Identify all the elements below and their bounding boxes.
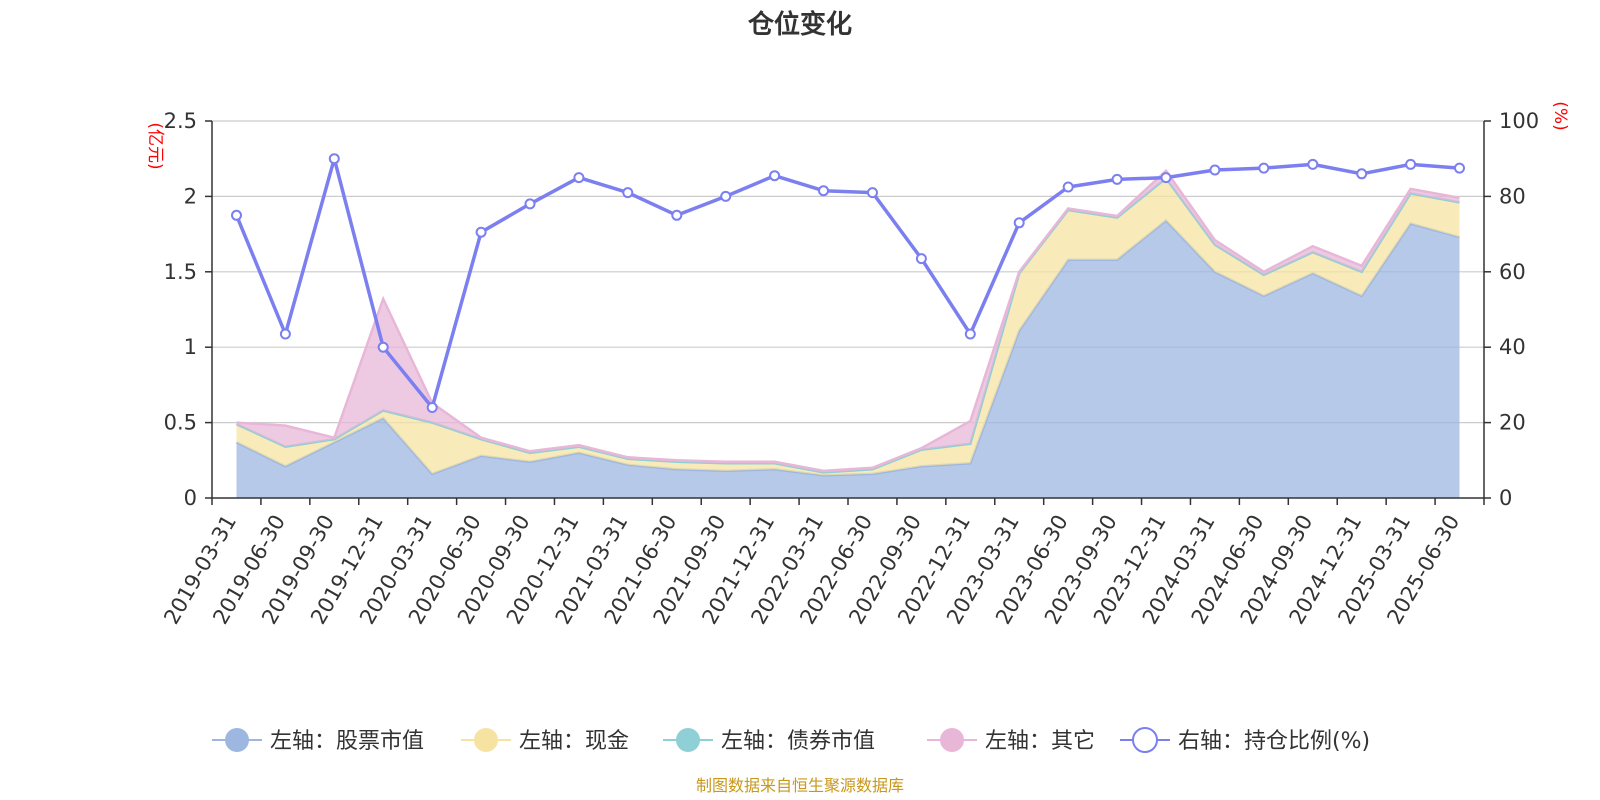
ratio-point xyxy=(328,153,340,165)
legend-label: 左轴：现金 xyxy=(519,729,629,754)
left-axis-tick-label: 1 xyxy=(184,335,197,359)
ratio-point xyxy=(426,402,438,413)
ratio-point xyxy=(573,172,585,184)
ratio-point xyxy=(1454,162,1465,174)
right-axis-tick-label: 40 xyxy=(1499,335,1526,359)
ratio-point xyxy=(622,187,634,199)
ratio-point xyxy=(915,253,927,265)
ratio-point xyxy=(1062,181,1074,193)
ratio-point xyxy=(1013,217,1025,229)
ratio-point xyxy=(1405,158,1417,170)
ratio-point xyxy=(524,198,536,210)
ratio-line xyxy=(231,153,1465,413)
legend-marker xyxy=(1132,727,1158,753)
ratio-point xyxy=(1209,164,1221,176)
left-axis-tick-label: 1.5 xyxy=(164,260,197,284)
ratio-point xyxy=(279,328,291,340)
stacked-areas xyxy=(235,168,1460,498)
left-axis-tick-label: 0.5 xyxy=(164,411,197,435)
legend-marker xyxy=(940,728,964,752)
ratio-point xyxy=(475,226,487,238)
ratio-point xyxy=(964,328,976,340)
legend-marker xyxy=(676,728,700,752)
legend-label: 左轴：其它 xyxy=(985,729,1095,754)
ratio-line-path xyxy=(234,156,1460,410)
area-edge-左轴：其它 xyxy=(236,168,1460,473)
ratio-point xyxy=(1356,168,1368,180)
legend: 左轴：股票市值 左轴：现金 左轴：债券市值 左轴：其它 右轴：持仓比例(%) xyxy=(212,727,1370,754)
right-axis-tick-label: 20 xyxy=(1499,411,1526,435)
left-axis-unit: (亿元) xyxy=(145,122,165,169)
source-footer: 制图数据来自恒生聚源数据库 xyxy=(696,776,904,795)
right-axis-tick-label: 60 xyxy=(1499,260,1526,284)
right-axis-tick-label: 0 xyxy=(1499,486,1512,510)
right-axis-tick-label: 80 xyxy=(1499,184,1526,208)
ratio-point xyxy=(1307,158,1319,170)
left-axis-tick-label: 0 xyxy=(184,486,197,510)
ratio-point xyxy=(720,190,732,202)
left-axis-tick-label: 2.5 xyxy=(164,109,197,133)
ratio-point xyxy=(1258,162,1270,174)
right-axis-tick-label: 100 xyxy=(1499,109,1539,133)
legend-label: 右轴：持仓比例(%) xyxy=(1178,729,1370,754)
left-axis-tick-label: 2 xyxy=(184,184,197,208)
legend-marker xyxy=(225,728,249,752)
right-axis-unit: (%) xyxy=(1550,101,1570,130)
ratio-point xyxy=(1111,173,1123,185)
chart-title: 仓位变化 xyxy=(747,9,852,40)
area-左轴：股票市值 xyxy=(236,220,1460,498)
ratio-point xyxy=(867,187,878,199)
legend-label: 左轴：债券市值 xyxy=(721,729,875,754)
legend-marker xyxy=(474,728,498,752)
legend-label: 左轴：股票市值 xyxy=(270,729,424,754)
ratio-point xyxy=(1160,172,1172,184)
ratio-point xyxy=(377,341,389,353)
ratio-point xyxy=(231,209,242,221)
ratio-point xyxy=(818,185,829,197)
ratio-point xyxy=(769,170,781,182)
ratio-point xyxy=(671,209,683,221)
